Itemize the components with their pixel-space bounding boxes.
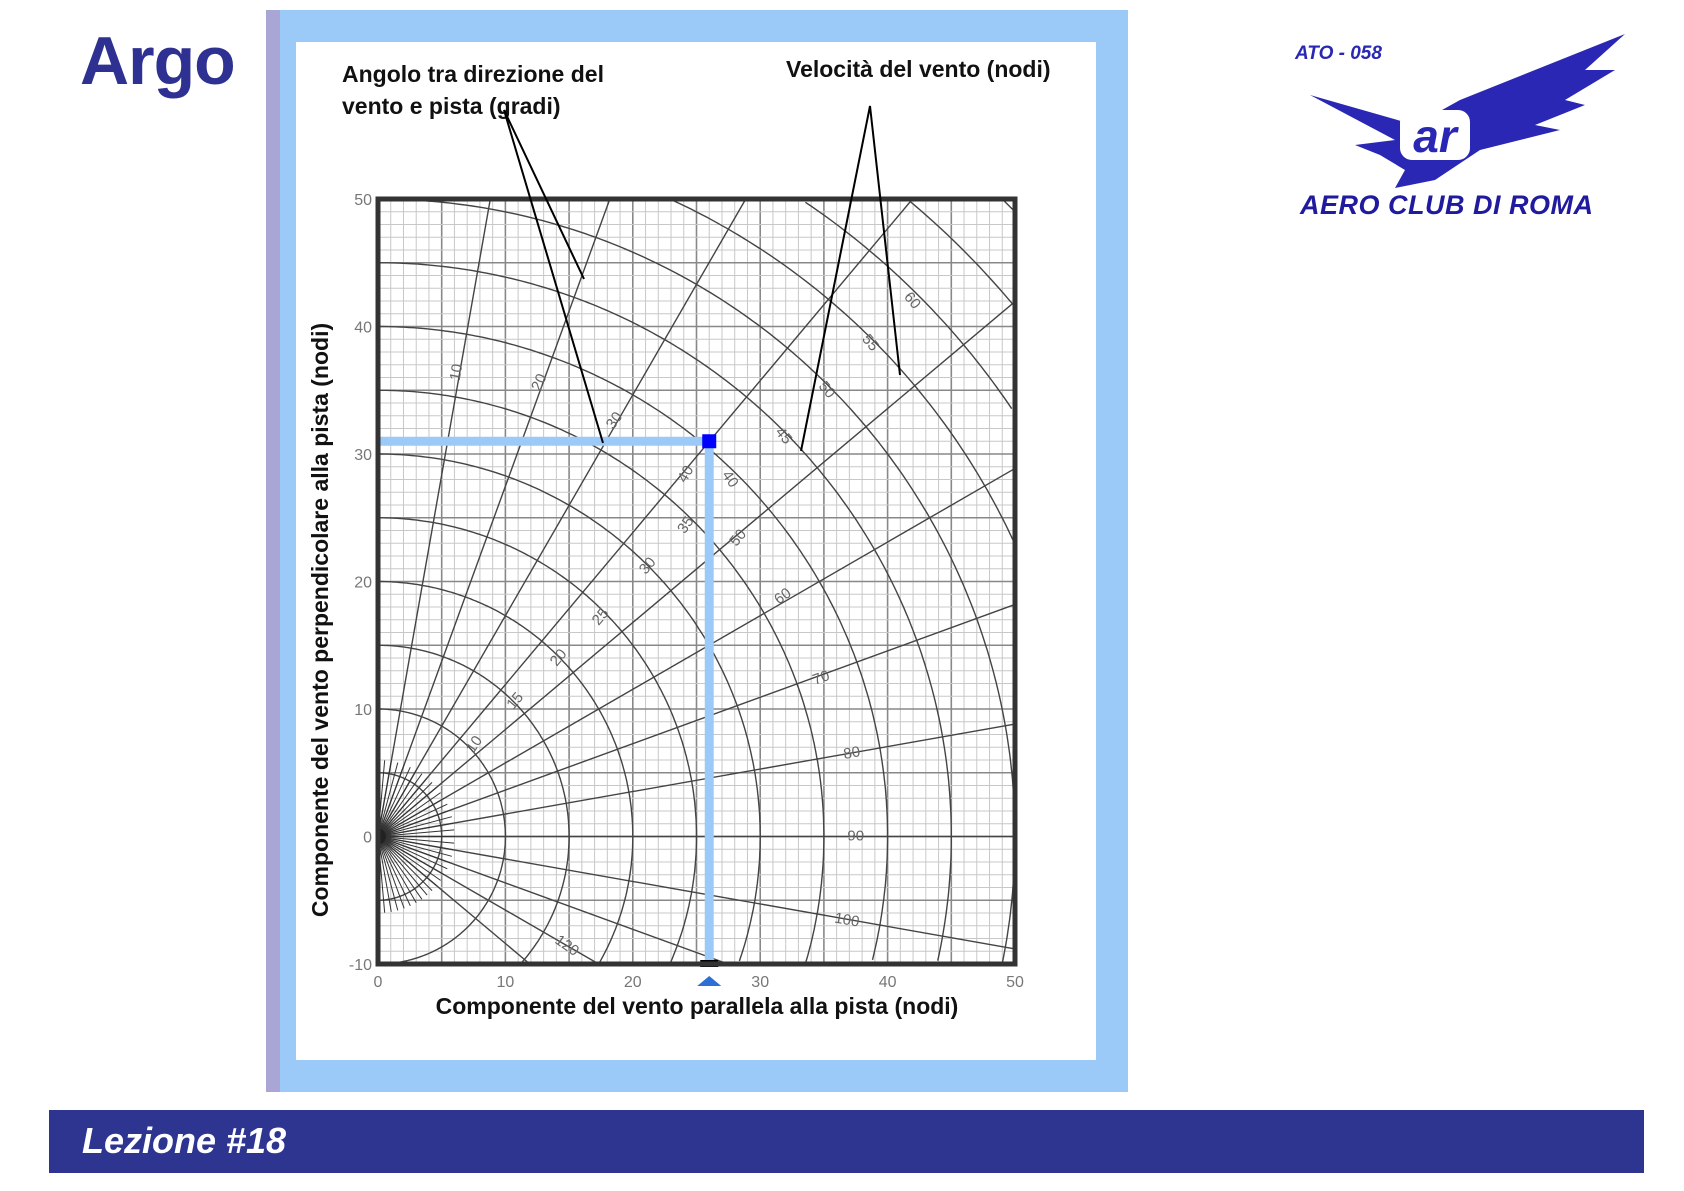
angle-line-minor (377, 836, 441, 881)
curve-label: 70 (810, 667, 831, 689)
speed-arc (378, 198, 1016, 964)
angle-line-minor (377, 782, 433, 837)
y-tick-label: 40 (354, 320, 372, 337)
angle-line-minor (377, 836, 428, 896)
x-tick-label: 0 (374, 974, 383, 991)
x-tick-label: 40 (879, 974, 897, 991)
logo-name: AERO CLUB DI ROMA (1300, 190, 1594, 220)
callout-speed-pointer (800, 105, 901, 452)
speed-arc (378, 517, 698, 964)
angle-line-minor (377, 836, 423, 900)
angle-line-minor (377, 777, 428, 837)
x-tick-label: 20 (624, 974, 642, 991)
angle-line (377, 301, 1016, 838)
speed-arc (378, 389, 825, 964)
angle-line-minor (377, 773, 423, 837)
curve-label: 30 (603, 409, 626, 432)
angle-line-minor (377, 836, 448, 870)
callout-angle-line2: vento e pista (gradi) (342, 93, 561, 119)
slide-title: Argo (80, 23, 236, 99)
y-tick-label: 0 (363, 830, 372, 847)
angle-line-minor (377, 822, 454, 837)
logo-monogram: ar (1413, 110, 1459, 162)
angle-line-minor (377, 792, 441, 837)
curve-label: 20 (528, 371, 550, 393)
x-tick-label: 50 (1006, 974, 1024, 991)
angle-line (377, 835, 1016, 950)
logo-code: ATO - 058 (1295, 43, 1382, 64)
angle-line-minor (377, 836, 445, 876)
speed-arc (909, 201, 1013, 305)
callout-angle-pointer (503, 109, 604, 444)
speed-arc (378, 325, 889, 961)
y-axis-title: Componente del vento perpendicolare alla… (307, 323, 333, 917)
angle-line-minor (377, 762, 399, 837)
angle-line-minor (377, 786, 437, 837)
angle-line-minor (377, 764, 405, 837)
y-tick-label: 20 (354, 575, 372, 592)
chart-curves (377, 198, 1016, 965)
speed-arc (378, 453, 761, 962)
speed-arc (673, 200, 1014, 541)
angle-line-minor (377, 836, 452, 857)
speed-arc (1002, 199, 1015, 212)
y-tick-label: 10 (354, 702, 372, 719)
curve-label: 20 (547, 646, 571, 670)
angle-line-minor (377, 836, 455, 844)
x-tick-label: 30 (751, 974, 769, 991)
angle-line-minor (377, 836, 451, 864)
angle-line-minor (377, 836, 433, 891)
aero-club-logo: ATO - 058 ar AERO CLUB DI ROMA (1285, 30, 1630, 230)
x-tick-label: 10 (497, 974, 515, 991)
curve-label: 100 (833, 910, 861, 931)
callout-angle-line1: Angolo tra direzione del (342, 61, 604, 87)
angle-line-minor (377, 836, 411, 907)
y-tick-label: 30 (354, 447, 372, 464)
angle-line-minor (377, 809, 451, 837)
footer-bar: Lezione #18 (49, 1110, 1644, 1173)
curve-label: 40 (718, 467, 741, 490)
curve-label: 60 (771, 585, 794, 608)
lesson-label: Lezione #18 (82, 1120, 287, 1161)
reading-point (702, 434, 717, 449)
angle-line (377, 467, 1016, 838)
arrow-up-icon (697, 976, 722, 986)
speed-arc (378, 644, 570, 964)
angle-line-minor (377, 797, 445, 837)
angle-line-minor (377, 836, 437, 887)
y-tick-label: -10 (349, 957, 372, 974)
curve-label: 80 (842, 743, 861, 763)
angle-line (377, 198, 611, 837)
angle-line-minor (377, 836, 417, 904)
angle-line-minor (377, 803, 448, 837)
angle-line-minor (377, 816, 452, 837)
callout-speed: Velocità del vento (nodi) (786, 56, 1051, 82)
plot-border (375, 196, 1018, 967)
curve-label: 10 (447, 363, 467, 382)
curve-label: 40 (674, 463, 697, 486)
curve-label: 35 (674, 513, 697, 536)
x-axis-title: Componente del vento parallela alla pist… (436, 993, 959, 1019)
speed-arc (378, 262, 952, 961)
angle-line-minor (377, 829, 455, 837)
angle-line-minor (377, 836, 399, 911)
eagle-icon: ar (1310, 34, 1625, 188)
angle-line (377, 198, 747, 837)
angle-line (377, 723, 1016, 838)
curve-label: 90 (847, 827, 864, 844)
angle-line (377, 603, 1016, 838)
angle-line-minor (377, 836, 454, 851)
angle-line-minor (377, 766, 411, 837)
angle-line (377, 198, 492, 837)
angle-line-minor (377, 836, 405, 909)
angle-line (377, 198, 914, 837)
y-tick-label: 50 (354, 192, 372, 209)
angle-line-minor (377, 769, 417, 837)
curve-label: 10 (463, 733, 486, 756)
